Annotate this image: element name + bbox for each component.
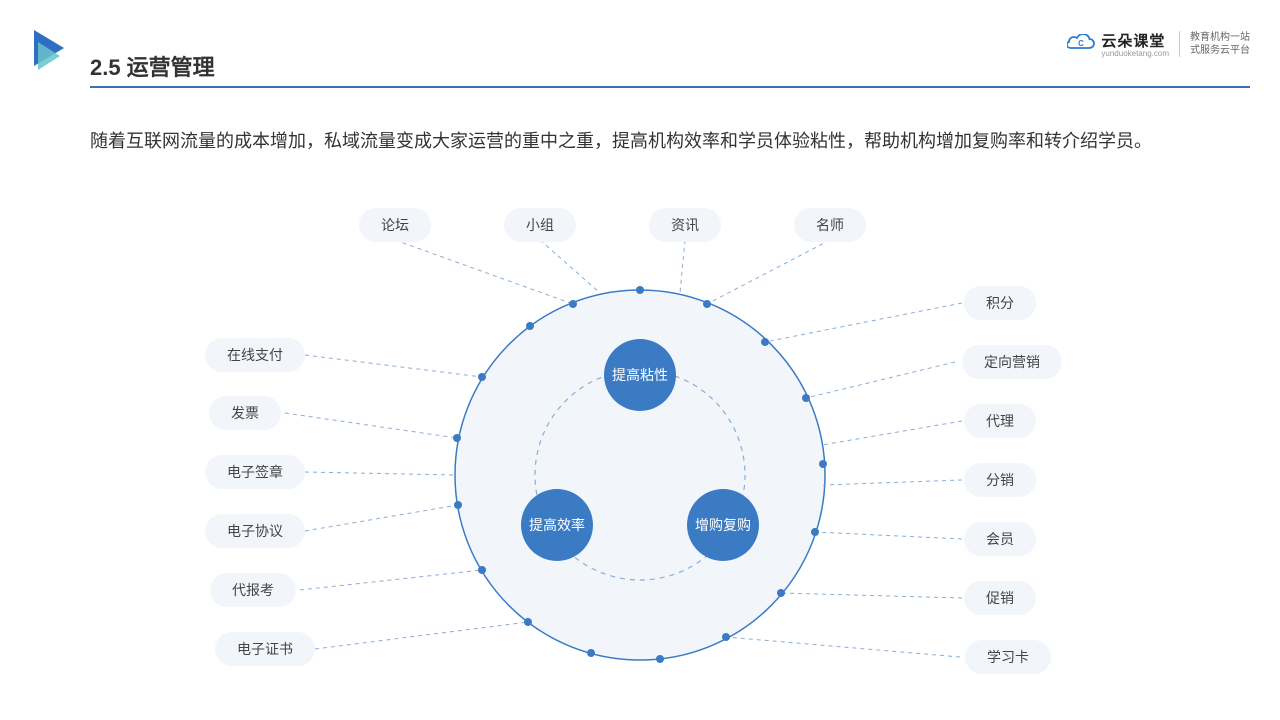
- pill-right-1: 定向营销: [962, 345, 1062, 379]
- brand-tagline: 教育机构一站 式服务云平台: [1190, 31, 1250, 57]
- operations-diagram: 论坛 小组 资讯 名师在线支付发票电子签章电子协议代报考电子证书 积分定向营销代理分销会…: [0, 195, 1280, 715]
- core-node-1: 提高效率: [521, 489, 593, 561]
- core-node-0: 提高粘性: [604, 339, 676, 411]
- pill-left-0: 在线支付: [205, 338, 305, 372]
- section-title: 运营管理: [127, 55, 215, 80]
- intro-paragraph: 随着互联网流量的成本增加，私域流量变成大家运营的重中之重，提高机构效率和学员体验…: [90, 125, 1210, 157]
- pill-left-4: 代报考: [210, 573, 296, 607]
- core-node-2: 增购复购: [687, 489, 759, 561]
- pill-right-0: 积分: [964, 286, 1036, 320]
- pill-left-2: 电子签章: [205, 455, 305, 489]
- pill-top-0: 论坛: [359, 208, 431, 242]
- pill-right-5: 促销: [964, 581, 1036, 615]
- heading-underline: [90, 86, 1250, 88]
- brand-block: C 云朵课堂 yunduoketang.com 教育机构一站 式服务云平台: [1067, 30, 1250, 58]
- pill-right-6: 学习卡: [965, 640, 1051, 674]
- brand-name: 云朵课堂: [1101, 30, 1169, 51]
- brand-divider: [1179, 31, 1180, 57]
- svg-text:C: C: [1079, 39, 1085, 48]
- pill-right-2: 代理: [964, 404, 1036, 438]
- play-icon: [34, 30, 70, 74]
- pill-top-1: 小组: [504, 208, 576, 242]
- pill-right-4: 会员: [964, 522, 1036, 556]
- pill-left-5: 电子证书: [215, 632, 315, 666]
- pill-left-1: 发票: [209, 396, 281, 430]
- section-heading: 2.5运营管理: [90, 50, 215, 82]
- cloud-icon: C: [1067, 34, 1095, 54]
- brand-domain: yunduoketang.com: [1101, 49, 1169, 58]
- pill-top-3: 名师: [794, 208, 866, 242]
- pill-left-3: 电子协议: [205, 514, 305, 548]
- section-number: 2.5: [90, 55, 121, 80]
- pill-top-2: 资讯: [649, 208, 721, 242]
- pill-right-3: 分销: [964, 463, 1036, 497]
